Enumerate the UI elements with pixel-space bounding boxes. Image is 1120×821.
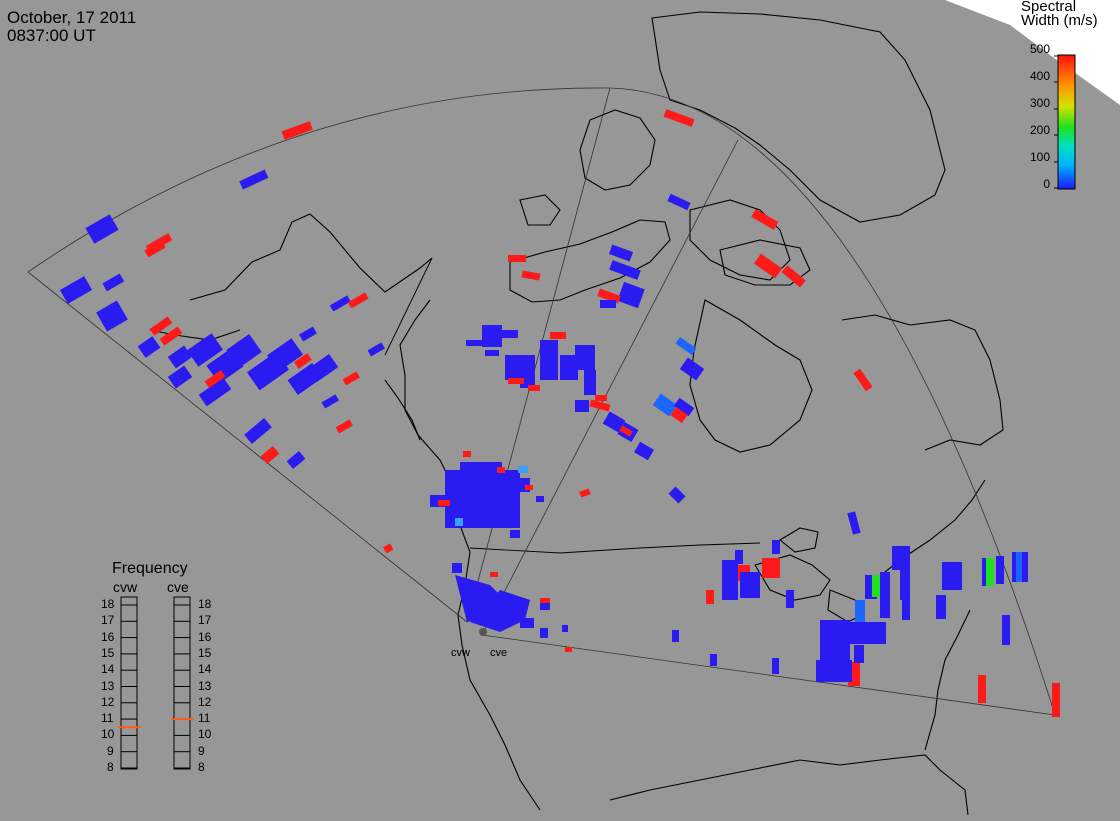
frequency-tick-label: 18: [101, 597, 115, 611]
radar-scatter-cells: [59, 109, 1060, 717]
frequency-tick-label: 17: [198, 613, 212, 628]
frequency-tick-label: 14: [198, 662, 212, 677]
frequency-tick-label: 18: [198, 597, 212, 611]
cve-radar-site: [479, 628, 487, 636]
frequency-tick-label: 12: [198, 694, 212, 709]
frequency-tick-label: 11: [198, 711, 211, 726]
field-of-view: [27, 87, 1056, 716]
frequency-tick-label: 16: [101, 629, 115, 644]
frequency-panel-title: Frequency: [112, 560, 188, 577]
frequency-tick-label: 10: [198, 727, 212, 742]
coastlines: [149, 11, 1004, 816]
cve-frequency-bar: [173, 596, 191, 770]
colorbar-tick-label: 500: [1029, 42, 1050, 56]
frequency-tick-label: 12: [101, 694, 115, 709]
frequency-tick-label: 10: [101, 727, 115, 742]
colorbar-tick-label: 200: [1029, 123, 1050, 137]
frequency-tick-label: 15: [198, 645, 212, 660]
frequency-tick-label: 17: [101, 613, 115, 628]
cvw-site-label: cvw: [451, 647, 470, 659]
colorbar-tick-label: 300: [1029, 96, 1050, 110]
frequency-scale-bars: [118, 596, 194, 770]
colorbar-title-line2: Width (m/s): [1021, 12, 1098, 29]
colorbar-tick-label: 100: [1029, 150, 1050, 164]
frequency-tick-label: 9: [198, 743, 205, 758]
cve-site-label: cve: [490, 647, 508, 659]
colorbar-tick-label: 0: [1043, 177, 1050, 191]
cvw-frequency-bar: [120, 596, 138, 770]
frequency-tick-label: 13: [198, 678, 212, 693]
frequency-tick-label: 11: [101, 711, 114, 726]
frequency-tick-label: 15: [101, 645, 115, 660]
colorbar-title-line1: Spectral: [1021, 0, 1077, 15]
spectral-width-colorbar: [1057, 54, 1076, 190]
colorbar-tick-marks: [1054, 55, 1058, 189]
colorbar-tick-label: 400: [1029, 69, 1050, 83]
cve-column-label: cve: [167, 579, 189, 595]
frequency-tick-label: 14: [101, 662, 115, 677]
frequency-tick-label: 16: [198, 629, 212, 644]
polar-ice-area: [945, 0, 1120, 105]
frequency-tick-label: 8: [198, 760, 205, 774]
frequency-tick-label: 13: [101, 678, 115, 693]
cvw-column-label: cvw: [113, 579, 138, 595]
frequency-tick-label: 8: [107, 760, 114, 774]
date-label: October, 17 2011: [7, 8, 137, 27]
time-label: 0837:00 UT: [7, 26, 96, 45]
frequency-tick-label: 9: [107, 743, 114, 758]
borders: [384, 257, 761, 554]
